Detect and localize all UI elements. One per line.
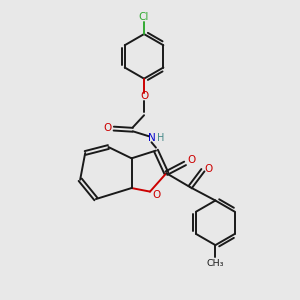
- Text: Cl: Cl: [139, 12, 149, 22]
- Text: O: O: [205, 164, 213, 174]
- Text: CH₃: CH₃: [207, 259, 224, 268]
- Text: N: N: [148, 133, 155, 143]
- Text: O: O: [152, 190, 161, 200]
- Text: O: O: [140, 91, 148, 101]
- Text: O: O: [103, 123, 112, 133]
- Text: O: O: [187, 155, 195, 165]
- Text: H: H: [157, 133, 165, 142]
